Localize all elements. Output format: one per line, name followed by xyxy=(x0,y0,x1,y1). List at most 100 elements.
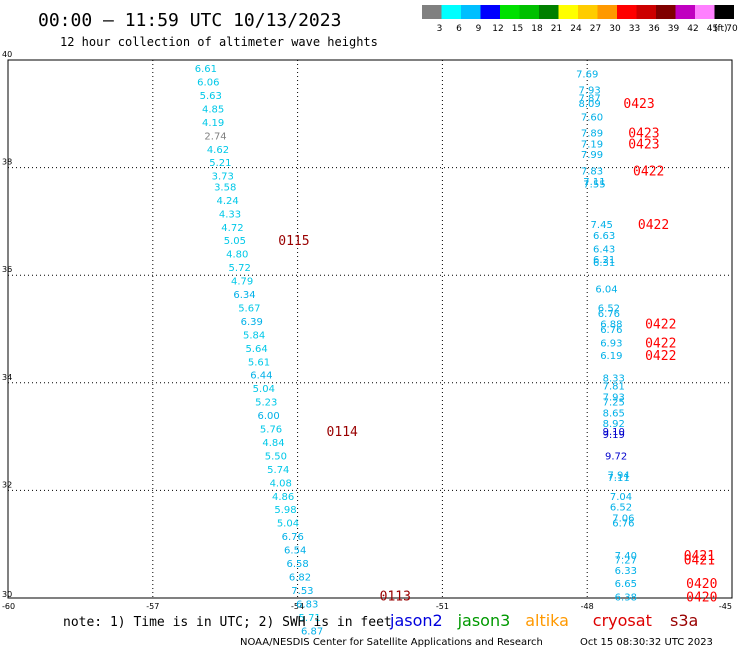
swh-point: 9.10 xyxy=(603,427,625,438)
track-time-label: 0114 xyxy=(327,425,358,440)
track-time-label: 0422 xyxy=(645,336,676,351)
x-tick-label: -57 xyxy=(146,602,159,611)
swh-point: 7.60 xyxy=(581,112,603,123)
swh-point: 7.25 xyxy=(603,398,625,409)
swh-point: 6.44 xyxy=(250,371,272,382)
legend-swatch xyxy=(597,5,617,19)
swh-point: 4.08 xyxy=(270,478,292,489)
swh-point: 6.61 xyxy=(195,64,217,75)
swh-point: 5.67 xyxy=(238,303,260,314)
legend-swatch xyxy=(578,5,598,19)
x-tick-label: -60 xyxy=(2,602,15,611)
swh-point: 4.86 xyxy=(272,492,294,503)
swh-point: 7.45 xyxy=(591,220,613,231)
legend-tick-label: 6 xyxy=(456,24,462,34)
track-time-label: 0423 xyxy=(623,97,654,112)
swh-point: 6.76 xyxy=(600,325,622,336)
legend-swatch xyxy=(656,5,676,19)
swh-point: 7.81 xyxy=(603,381,625,392)
swh-point: 6.43 xyxy=(593,244,615,255)
plot-grid xyxy=(7,59,733,599)
satellite-legend: jason2 jason3 altika cryosat s3a xyxy=(389,611,698,630)
y-tick-label: 40 xyxy=(2,50,12,59)
legend-swatch xyxy=(422,5,442,19)
swh-point: 7.53 xyxy=(291,586,313,597)
swh-point: 5.50 xyxy=(265,451,287,462)
swh-point: 5.04 xyxy=(277,519,299,530)
swh-point: 7.89 xyxy=(581,129,603,140)
satellite-name: jason3 xyxy=(457,611,511,630)
swh-point: 6.83 xyxy=(296,599,318,610)
legend-unit-label: (ft) xyxy=(714,24,728,34)
y-tick-label: 34 xyxy=(2,373,12,382)
track-time-label: 0423 xyxy=(628,137,659,152)
footer-credit: NOAA/NESDIS Center for Satellite Applica… xyxy=(240,637,543,648)
swh-point: 7.19 xyxy=(581,139,603,150)
swh-point: 6.82 xyxy=(289,572,311,583)
track-time-label: 0423 xyxy=(628,127,659,142)
x-tick-label: -45 xyxy=(719,602,732,611)
satellite-name: s3a xyxy=(670,611,698,630)
legend-tick-label: 21 xyxy=(551,24,562,34)
legend-tick-label: 27 xyxy=(590,24,601,34)
swh-point: 5.23 xyxy=(255,398,277,409)
footer-timestamp: Oct 15 08:30:32 UTC 2023 xyxy=(580,637,713,648)
swh-point: 7.04 xyxy=(610,492,632,503)
track-time-label: 0115 xyxy=(278,234,309,249)
swh-point-labels: 6.61 6.06 5.63 4.85 4.19 2.74 4.62 5.21 3.733.58… xyxy=(195,64,637,637)
swh-point: 9.19 xyxy=(603,430,625,441)
legend-tick-label: 39 xyxy=(668,24,680,34)
legend-tick-label: 18 xyxy=(531,24,543,34)
swh-point: 3.73 xyxy=(212,172,234,183)
swh-point: 5.21 xyxy=(209,158,231,169)
swh-point: 7.83 xyxy=(581,166,603,177)
swh-point: 7.55 xyxy=(583,180,605,191)
legend-swatch xyxy=(714,5,734,19)
legend-tick-label: 36 xyxy=(648,24,660,34)
legend-swatch xyxy=(636,5,656,19)
swh-point: 8.65 xyxy=(603,408,625,419)
swh-point: 5.64 xyxy=(245,344,267,355)
swh-point: 6.76 xyxy=(598,309,620,320)
swh-point: 7.27 xyxy=(615,555,637,566)
legend-swatch xyxy=(558,5,578,19)
legend-tick-label: 12 xyxy=(492,24,503,34)
swh-point: 4.62 xyxy=(207,145,229,156)
swh-point: 7.94 xyxy=(607,470,629,481)
swh-point: 4.19 xyxy=(202,118,224,129)
axis-tick-labels: 30 32 34 36 38 40 -60 -57 -54 -51 -48 -45 xyxy=(2,50,732,611)
x-tick-label: -48 xyxy=(581,602,594,611)
swh-point: 5.98 xyxy=(274,505,296,516)
swh-point: 7.40 xyxy=(615,551,637,562)
track-time-label: 0422 xyxy=(638,218,669,233)
plot-frame xyxy=(7,59,733,599)
swh-point: 6.52 xyxy=(598,303,620,314)
legend-tick-label: 30 xyxy=(609,24,621,34)
legend-tick-label: 3 xyxy=(437,24,443,34)
swh-point: 4.85 xyxy=(202,104,224,115)
legend-tick-label: 24 xyxy=(570,24,582,34)
swh-point: 6.87 xyxy=(301,626,323,637)
swh-point: 7.99 xyxy=(581,150,603,161)
swh-point: 9.72 xyxy=(605,451,627,462)
swh-point: 6.76 xyxy=(612,519,634,530)
legend-tick-label: 45 xyxy=(707,24,718,34)
swh-color-scale: 3 6 9 12 15 18 21 24 27 30 33 36 39 42 45 70 xyxy=(422,5,738,34)
swh-point: 7.06 xyxy=(612,513,634,524)
track-time-label: 0113 xyxy=(380,589,411,604)
y-tick-label: 32 xyxy=(2,480,12,489)
swh-point: 7.69 xyxy=(576,69,598,80)
swh-point: 3.58 xyxy=(214,182,236,193)
chart-subtitle: 12 hour collection of altimeter wave hei… xyxy=(60,35,378,49)
swh-point: 6.93 xyxy=(600,338,622,349)
swh-point: 2.74 xyxy=(204,131,226,142)
swh-point: 7.87 xyxy=(578,94,600,105)
y-tick-label: 36 xyxy=(2,265,12,274)
track-labels: 0115011401130423042304230422042204220422… xyxy=(278,97,717,605)
swh-point: 6.54 xyxy=(284,546,306,557)
swh-point: 6.63 xyxy=(593,231,615,242)
legend-tick-label: 15 xyxy=(512,24,523,34)
swh-point: 8.92 xyxy=(603,419,625,430)
track-time-label: 0422 xyxy=(645,318,676,333)
